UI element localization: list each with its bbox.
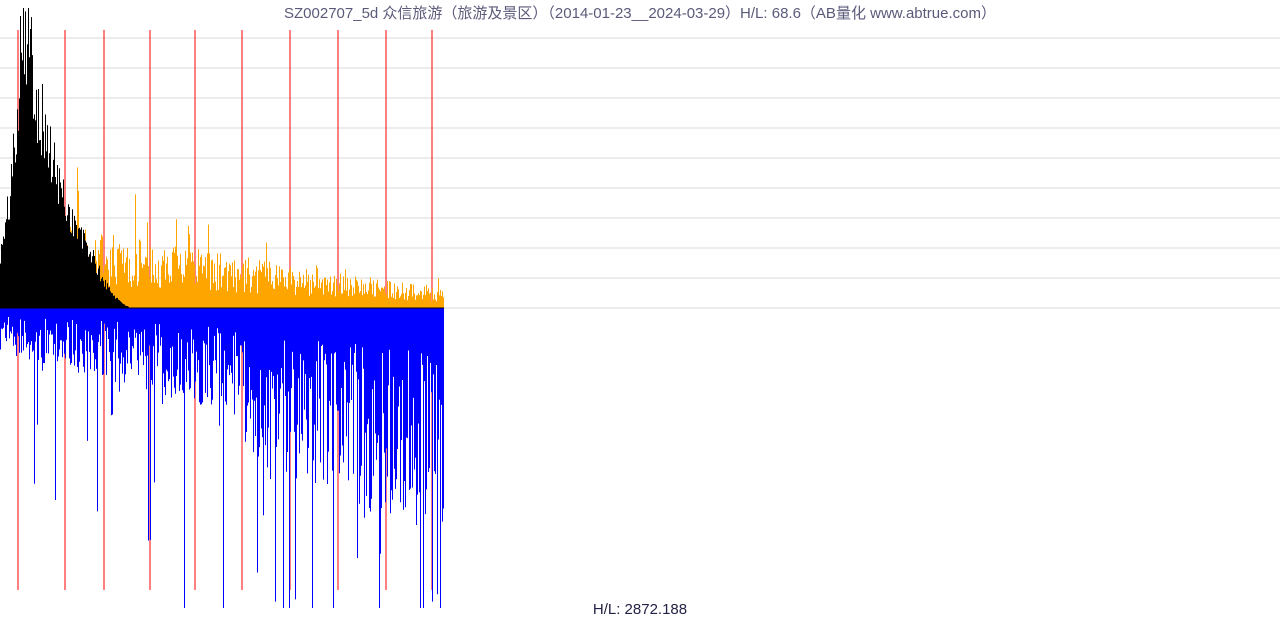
chart-container: SZ002707_5d 众信旅游（旅游及景区）（2014-01-23__2024… (0, 0, 1280, 620)
chart-canvas (0, 0, 1280, 620)
bottom-hl-label: H/L: 2872.188 (0, 601, 1280, 618)
